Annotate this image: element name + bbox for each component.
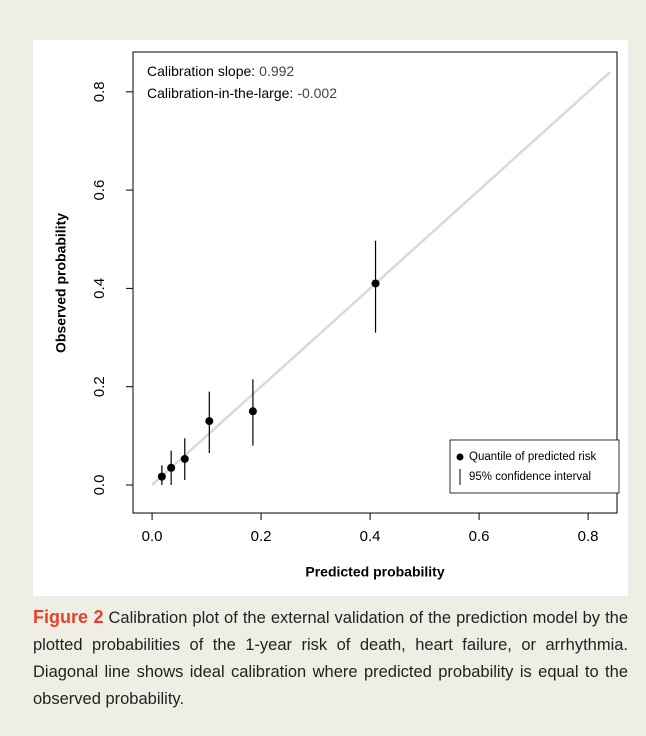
annotation: Calibration-in-the-large: -0.002 <box>147 85 337 101</box>
y-tick-label: 0.8 <box>91 81 108 102</box>
x-axis-label: Predicted probability <box>305 564 444 580</box>
y-tick-label: 0.6 <box>91 180 108 201</box>
annotation-label: Calibration slope: <box>147 63 255 79</box>
caption-text: Calibration plot of the external validat… <box>33 609 629 708</box>
reference-line <box>151 71 611 486</box>
point <box>205 417 214 426</box>
x-tick-label: 0.6 <box>469 528 490 545</box>
y-tick-label: 0.2 <box>91 376 108 397</box>
x-tick-label: 0.2 <box>251 528 272 545</box>
legend-box <box>449 439 620 494</box>
point <box>180 454 189 463</box>
point <box>157 472 166 481</box>
x-tick-label: 0.8 <box>578 528 599 545</box>
caption-label: Figure 2 <box>33 607 104 627</box>
plot-box <box>132 51 618 514</box>
x-tick-label: 0.4 <box>360 528 381 545</box>
annotation-value: 0.992 <box>259 63 294 79</box>
annotation-label: Calibration-in-the-large: <box>147 85 293 101</box>
x-tick-label: 0.0 <box>142 528 163 545</box>
point <box>167 463 176 472</box>
legend-label: Quantile of predicted risk <box>469 451 596 463</box>
legend-marker <box>456 453 464 461</box>
point <box>371 279 380 288</box>
chart: Predicted probability Observed probabili… <box>33 40 628 596</box>
chart-panel <box>33 40 628 596</box>
caption: Figure 2 Calibration plot of the externa… <box>33 604 628 713</box>
legend-label: 95% confidence interval <box>469 471 591 483</box>
y-tick-label: 0.0 <box>91 475 108 496</box>
point <box>248 407 257 416</box>
y-axis-label: Observed probability <box>53 213 69 353</box>
y-tick-label: 0.4 <box>91 278 108 299</box>
annotation: Calibration slope: 0.992 <box>147 63 294 79</box>
annotation-value: -0.002 <box>297 85 337 101</box>
